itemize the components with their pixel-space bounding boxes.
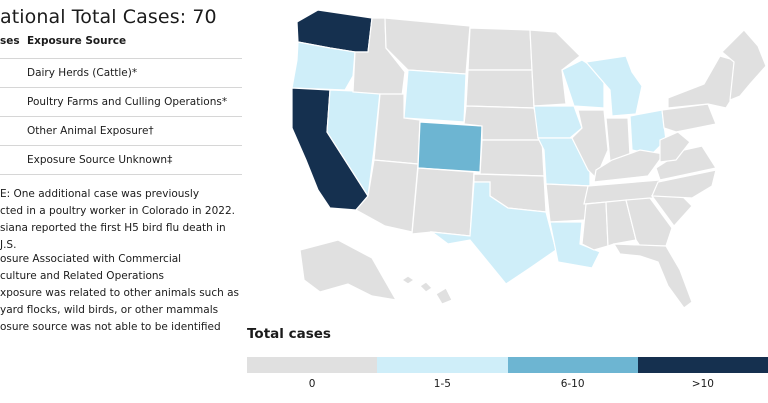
note-line: J.S.: [0, 239, 17, 251]
legend-swatch-6-10: [507, 357, 638, 373]
legend-label: >10: [691, 378, 714, 390]
page-title: ational Total Cases: 70: [0, 6, 217, 28]
table-row: Dairy Herds (Cattle)*: [0, 58, 242, 88]
state-wyoming[interactable]: [403, 69, 467, 123]
exposure-table: ses Exposure Source Dairy Herds (Cattle)…: [0, 32, 242, 175]
state-wisconsin[interactable]: [561, 59, 605, 109]
state-north-dakota[interactable]: [467, 27, 533, 71]
state-new-york[interactable]: [667, 55, 737, 109]
legend-label: 6-10: [560, 378, 585, 390]
table-cell-cases: [0, 58, 27, 88]
state-illinois[interactable]: [571, 109, 609, 180]
legend-labels: 0 1-5 6-10 >10: [247, 378, 768, 390]
table-cell-cases: [0, 116, 27, 146]
state-kansas[interactable]: [479, 139, 545, 177]
state-colorado[interactable]: [417, 121, 483, 173]
note-line: E: One additional case was previously: [0, 188, 200, 200]
column-header-cases: ses: [0, 32, 27, 59]
state-west-virginia[interactable]: [659, 131, 691, 163]
footnote-line: yard flocks, wild birds, or other mammal…: [0, 304, 219, 316]
table-cell-cases: [0, 145, 27, 175]
state-mississippi[interactable]: [581, 201, 609, 251]
note-line: cted in a poultry worker in Colorado in …: [0, 205, 235, 217]
footnote-line: xposure was related to other animals suc…: [0, 287, 239, 299]
table-row: Other Animal Exposure†: [0, 116, 242, 146]
table-cell-source: Poultry Farms and Culling Operations*: [27, 87, 242, 117]
state-michigan[interactable]: [584, 55, 643, 117]
table-cell-cases: [0, 87, 27, 117]
column-header-exposure-source: Exposure Source: [27, 32, 242, 59]
state-hawaii[interactable]: [400, 275, 453, 305]
footnote-line: culture and Related Operations: [0, 270, 165, 282]
table-cell-source: Other Animal Exposure†: [27, 116, 242, 146]
footnote-line: osure source was not able to be identifi…: [0, 321, 221, 333]
state-louisiana[interactable]: [549, 221, 601, 269]
state-new-england[interactable]: [721, 29, 767, 101]
legend-label: 0: [308, 378, 316, 390]
state-arkansas[interactable]: [545, 183, 591, 223]
state-north-carolina[interactable]: [651, 169, 717, 199]
state-florida[interactable]: [612, 243, 693, 309]
legend-swatch-0: [247, 357, 378, 373]
note-paragraph: E: One additional case was previously ct…: [0, 186, 235, 254]
state-iowa[interactable]: [533, 105, 583, 139]
table-cell-source: Exposure Source Unknown‡: [27, 145, 242, 175]
table-row: Poultry Farms and Culling Operations*: [0, 87, 242, 117]
table-header-row: ses Exposure Source: [0, 32, 242, 59]
table-row: Exposure Source Unknown‡: [0, 145, 242, 175]
legend-title: Total cases: [247, 326, 331, 342]
legend-swatch-1-5: [377, 357, 508, 373]
note-line: siana reported the first H5 bird flu dea…: [0, 222, 226, 234]
footnotes: osure Associated with Commercial culture…: [0, 251, 239, 336]
state-oregon[interactable]: [291, 41, 356, 91]
state-ohio[interactable]: [629, 109, 667, 155]
table-cell-source: Dairy Herds (Cattle)*: [27, 58, 242, 88]
legend-label: 1-5: [433, 378, 451, 390]
us-cases-map: [291, 9, 767, 309]
state-new-mexico[interactable]: [411, 167, 475, 237]
legend-swatch-over-10: [637, 357, 768, 373]
state-alaska[interactable]: [299, 239, 398, 301]
state-south-dakota[interactable]: [465, 69, 535, 109]
state-texas[interactable]: [429, 181, 557, 285]
legend-color-bar: [247, 357, 768, 373]
footnote-line: osure Associated with Commercial: [0, 253, 182, 265]
state-minnesota[interactable]: [529, 29, 581, 107]
